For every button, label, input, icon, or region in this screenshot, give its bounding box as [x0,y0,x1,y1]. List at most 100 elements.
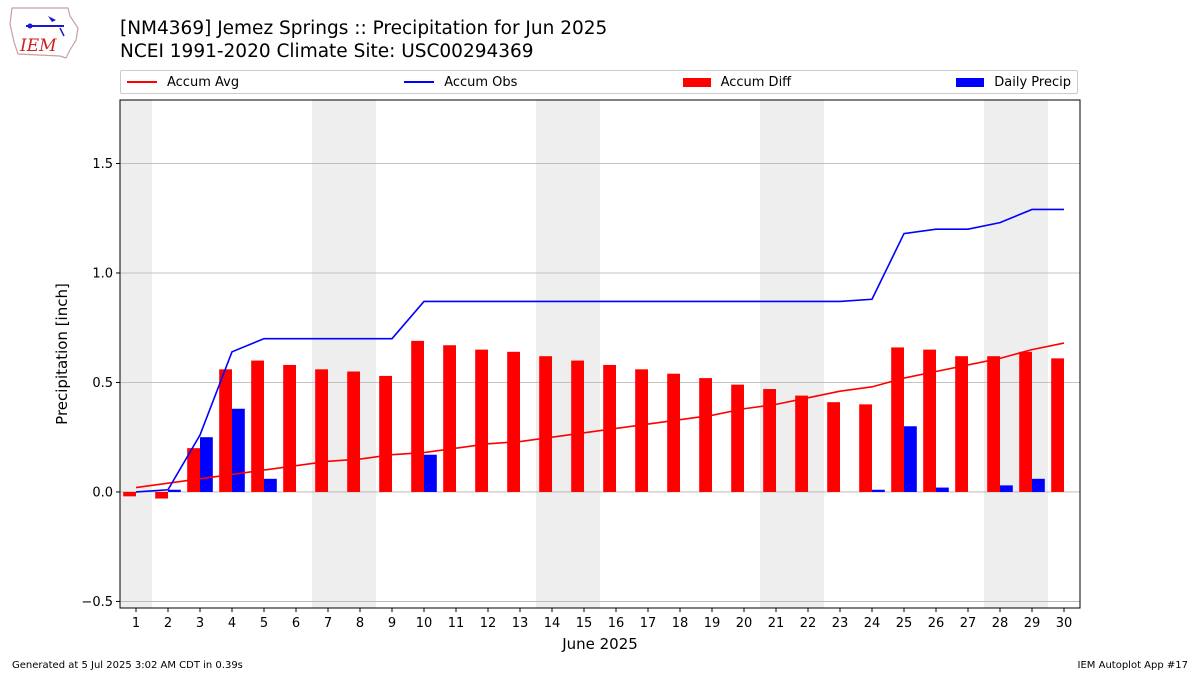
daily-precip-bar [904,426,917,492]
chart-subtitle: NCEI 1991-2020 Climate Site: USC00294369 [120,41,534,62]
x-tick-label: 22 [800,616,817,631]
x-tick-label: 26 [928,616,945,631]
x-tick-label: 19 [704,616,721,631]
accum-diff-bar [187,448,200,492]
y-tick-label: 0.0 [92,485,113,500]
legend-label: Accum Obs [444,74,518,90]
x-tick-label: 7 [324,616,332,631]
autoplot-app-label: IEM Autoplot App #17 [1077,660,1188,671]
weekend-shading [568,100,600,608]
accum-obs-line [135,208,1064,493]
accum-diff-bar [379,375,392,492]
y-tick-label: 1.0 [92,266,113,281]
accum-diff-bar [635,369,648,492]
x-tick-label: 20 [736,616,753,631]
x-tick-label: 15 [576,616,593,631]
daily-precip-bar [1000,485,1013,492]
x-tick-label: 30 [1056,616,1073,631]
x-tick-label: 4 [228,616,236,631]
accum-diff-bar [923,349,936,492]
daily-precip-bar [424,454,437,492]
accum-diff-bar [859,404,872,492]
x-tick-label: 12 [480,616,497,631]
weekend-shading [536,100,568,608]
accum-diff-bar [827,402,840,492]
x-tick-label: 1 [132,616,140,631]
accum-diff-bar [411,340,424,492]
accum-diff-bar [763,389,776,492]
legend-item-accum-avg: Accum Avg [127,75,239,90]
iem-logo-icon: IEM [9,7,79,59]
accum-diff-bar [1051,358,1064,492]
daily-precip-bar [1032,478,1045,492]
accum-diff-bar [731,384,744,492]
accum-diff-bar [251,360,264,492]
weekend-shading [120,100,152,608]
generated-timestamp: Generated at 5 Jul 2025 3:02 AM CDT in 0… [12,660,243,671]
accum-diff-bar [219,369,232,492]
accum-diff-bar [955,356,968,492]
x-tick-label: 23 [832,616,849,631]
accum-diff-bar [507,351,520,492]
accum-diff-bar [475,349,488,492]
legend-swatch-accum-obs [404,81,435,83]
x-tick-label: 9 [388,616,396,631]
daily-precip-bar [168,489,181,492]
x-tick-label: 8 [356,616,364,631]
x-tick-label: 6 [292,616,300,631]
x-tick-label: 25 [896,616,913,631]
y-axis-label: Precipitation [inch] [53,283,71,425]
chart-title: [NM4369] Jemez Springs :: Precipitation … [120,18,608,39]
x-axis-label: June 2025 [561,635,638,653]
accum-diff-bar [571,360,584,492]
x-tick-label: 13 [512,616,529,631]
weekend-shading [312,100,344,608]
weekend-shading [984,100,1016,608]
daily-precip-bar [872,489,885,492]
accum-diff-bar [891,347,904,492]
x-tick-label: 5 [260,616,268,631]
daily-precip-bar [200,437,213,492]
legend-item-accum-diff: Accum Diff [682,75,791,90]
x-tick-label: 18 [672,616,689,631]
iem-logo-text: IEM [19,36,57,56]
legend-swatch-accum-avg [127,81,157,83]
x-tick-label: 3 [196,616,204,631]
legend-swatch-daily-precip [956,77,985,87]
y-tick-label: 1.5 [92,157,113,172]
accum-diff-bar [347,371,360,492]
x-tick-label: 2 [164,616,172,631]
accum-diff-bar [795,395,808,492]
daily-precip-bar [232,408,245,492]
x-tick-label: 14 [544,616,561,631]
weekend-shading [760,100,792,608]
x-tick-label: 24 [864,616,881,631]
weekend-shading [792,100,824,608]
legend-label: Daily Precip [994,74,1071,90]
accum-diff-bar [283,364,296,492]
x-tick-label: 10 [416,616,433,631]
accum-diff-bar [123,491,136,497]
accum-avg-line [135,342,1065,489]
x-tick-label: 11 [448,616,465,631]
accum-diff-bar [315,369,328,492]
y-tick-label: 0.5 [92,376,113,391]
x-tick-label: 17 [640,616,657,631]
accum-diff-bar [987,356,1000,492]
x-tick-label: 28 [992,616,1009,631]
accum-diff-bar [1019,351,1032,492]
legend-label: Accum Avg [167,74,240,90]
daily-precip-bar [936,487,949,492]
accum-diff-bar [667,373,680,492]
x-tick-label: 21 [768,616,785,631]
legend-swatch-accum-diff [682,77,711,87]
chart-title-block: [NM4369] Jemez Springs :: Precipitation … [120,17,607,63]
accum-diff-bar [699,378,712,492]
daily-precip-bar [264,478,277,492]
y-tick-label: −0.5 [81,595,113,610]
plot-frame [119,99,1081,609]
legend-item-daily-precip: Daily Precip [956,75,1071,90]
accum-diff-bar [443,345,456,492]
accum-diff-bar [155,491,168,499]
